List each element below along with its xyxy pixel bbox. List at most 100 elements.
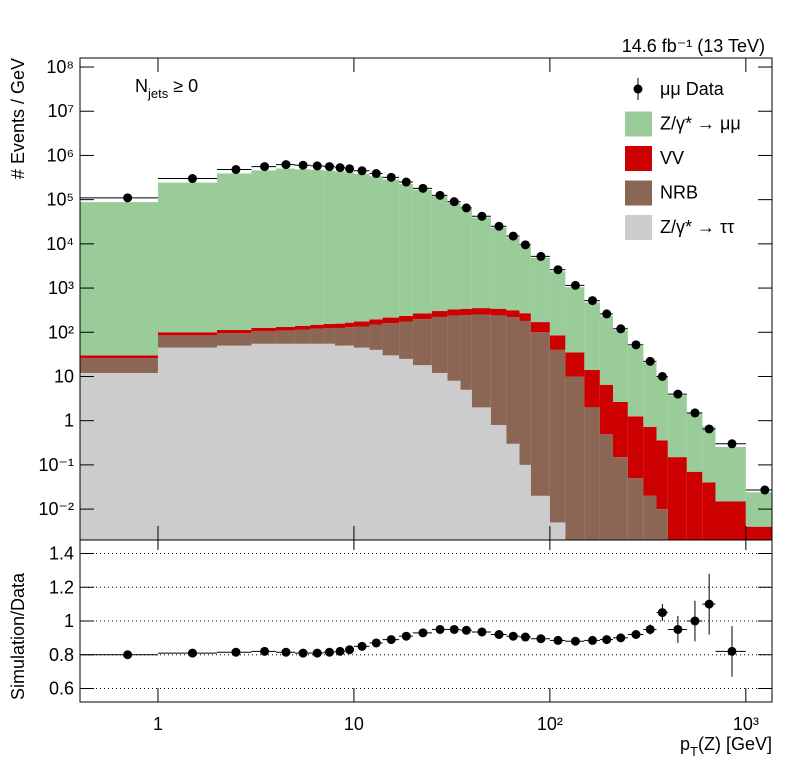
y-tick-label: 10²: [48, 322, 74, 342]
histogram-bar: [656, 375, 668, 441]
y-tick-label: 10³: [48, 278, 74, 298]
ratio-point: [123, 650, 133, 660]
histogram-bar: [643, 495, 657, 540]
histogram-bar: [490, 308, 507, 316]
histogram-bar: [382, 317, 400, 324]
ratio-point: [727, 646, 737, 656]
annotation-sub: jets: [147, 86, 169, 101]
legend-swatch: [625, 180, 652, 206]
annotation-rest: ≥ 0: [168, 76, 198, 96]
histogram-bar: [599, 433, 614, 540]
data-point: [260, 162, 270, 172]
y-tick-label: 1: [64, 411, 74, 431]
histogram-bar: [310, 328, 324, 344]
y-tick-label: 10⁵: [47, 190, 74, 210]
data-point: [371, 169, 381, 179]
histogram-bar: [275, 326, 295, 331]
ratio-point: [602, 635, 612, 645]
legend-label: Z/γ* → μμ: [660, 114, 741, 134]
histogram-bar: [344, 172, 354, 323]
ratio-point: [461, 625, 471, 635]
data-point: [335, 163, 345, 173]
histogram-bar: [686, 471, 703, 540]
histogram-bar: [715, 501, 746, 540]
data-point: [508, 231, 518, 241]
histogram-bar: [627, 416, 644, 479]
histogram-bar: [549, 349, 566, 523]
histogram-bar: [490, 315, 507, 425]
histogram-bar: [323, 327, 335, 344]
histogram-bar: [549, 335, 566, 350]
legend-swatch: [625, 146, 652, 171]
data-point: [187, 174, 197, 184]
histogram-bar: [275, 343, 295, 540]
histogram-bar: [334, 323, 345, 328]
y-tick-label: 10⁸: [46, 57, 74, 77]
ratio-point: [312, 648, 322, 658]
main-plot: [80, 160, 772, 540]
histogram-bar: [216, 329, 252, 334]
legend-swatch: [625, 215, 652, 240]
ratio-point: [570, 636, 580, 646]
histogram-bar: [294, 329, 311, 344]
histogram-bar: [369, 349, 383, 540]
histogram-bar: [157, 182, 217, 333]
histogram-bar: [702, 426, 716, 483]
histogram-bar: [519, 464, 531, 540]
histogram-bar: [530, 322, 550, 333]
histogram-bar: [643, 362, 657, 427]
histogram-bar: [686, 413, 703, 472]
histogram-bar: [294, 343, 311, 540]
histogram-bar: [369, 176, 383, 320]
ratio-point: [187, 648, 197, 658]
histogram-bar: [412, 313, 432, 320]
data-point: [123, 193, 133, 203]
ratio-point: [645, 624, 655, 634]
histogram-bar: [334, 345, 345, 540]
y-tick-label: 10⁷: [47, 101, 74, 121]
histogram-bar: [627, 478, 644, 540]
ratio-point: [260, 646, 270, 656]
histogram-bar: [353, 173, 370, 322]
ratio-point: [324, 647, 334, 657]
histogram-bar: [216, 333, 252, 346]
histogram-bar: [613, 401, 628, 458]
histogram-bar: [447, 380, 461, 540]
histogram-bar: [584, 370, 600, 408]
data-point: [616, 324, 626, 334]
data-point: [553, 265, 563, 275]
histogram-bar: [460, 389, 472, 540]
histogram-bar: [530, 332, 550, 496]
histogram-bar: [344, 345, 354, 540]
histogram-bar: [447, 309, 461, 316]
histogram-bar: [490, 424, 507, 540]
data-point: [657, 371, 667, 381]
histogram-bar: [460, 209, 472, 309]
data-point: [477, 211, 487, 221]
y-tick-label: 10⁻²: [38, 499, 74, 519]
histogram-bar: [715, 446, 746, 502]
histogram-bar: [157, 347, 217, 540]
ratio-point: [657, 608, 667, 618]
histogram-bar: [599, 384, 614, 434]
histogram-bar: [412, 365, 432, 540]
histogram-bar: [294, 325, 311, 330]
ratio-y-tick-label: 1.2: [49, 577, 74, 597]
y-tick-label: 10: [54, 366, 74, 386]
y-tick-label: 10⁻¹: [38, 455, 74, 475]
histogram-bar: [251, 327, 276, 332]
histogram-bar: [382, 355, 400, 540]
chart-title: 14.6 fb⁻¹ (13 TeV): [622, 36, 765, 56]
legend: μμ Data Z/γ* → μμ VV NRB Z/γ* → ττ: [625, 78, 741, 240]
data-point: [298, 160, 308, 170]
ratio-point: [690, 616, 700, 626]
y-tick-label: 10⁶: [47, 145, 74, 165]
ratio-point: [418, 628, 428, 638]
histogram-bar: [310, 343, 324, 540]
histogram-bar: [471, 217, 491, 309]
histogram-bar: [310, 324, 324, 329]
legend-label: Z/γ* → ττ: [660, 217, 734, 237]
ratio-point: [704, 599, 714, 609]
histogram-bar: [460, 315, 472, 390]
